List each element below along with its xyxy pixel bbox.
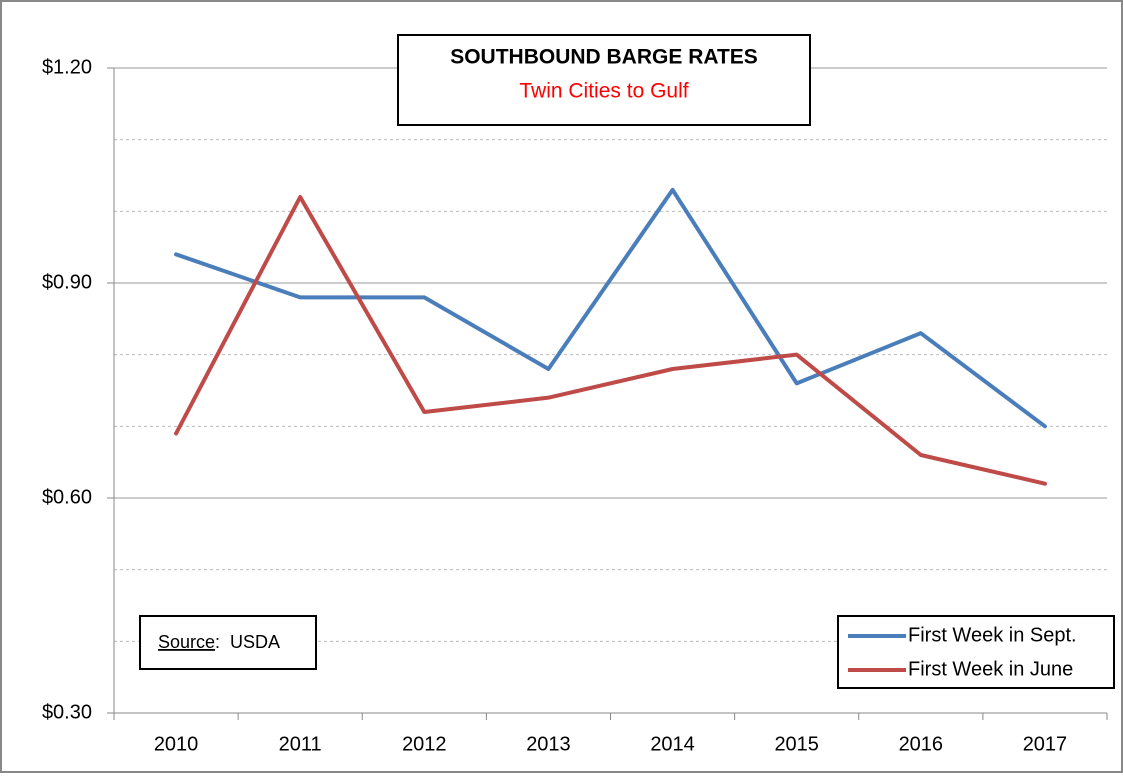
- legend-label: First Week in June: [908, 658, 1073, 680]
- x-tick-label: 2014: [650, 733, 695, 755]
- x-tick-label: 2013: [526, 733, 571, 755]
- source-box: [139, 615, 317, 670]
- y-tick-label: $1.20: [42, 56, 92, 78]
- y-tick-label: $0.60: [42, 486, 92, 508]
- chart-title: SOUTHBOUND BARGE RATES: [450, 46, 758, 69]
- series-line: [174, 187, 1047, 429]
- x-tick-label: 2010: [154, 733, 199, 755]
- title-box: [397, 34, 811, 126]
- x-tick-label: 2011: [279, 733, 322, 755]
- y-tick-label: $0.30: [42, 701, 92, 723]
- x-tick-label: 2015: [774, 733, 819, 755]
- x-tick-label: 2012: [402, 733, 447, 755]
- x-tick-label: 2016: [899, 733, 944, 755]
- source-label: Source: [158, 632, 215, 652]
- source-text: : USDA: [215, 632, 280, 652]
- source-note: Source: USDA: [158, 632, 280, 652]
- series-line: [174, 195, 1047, 486]
- chart-subtitle: Twin Cities to Gulf: [519, 80, 688, 103]
- legend-label: First Week in Sept.: [908, 624, 1077, 646]
- y-tick-label: $0.90: [42, 271, 92, 293]
- legend-box: [837, 615, 1115, 689]
- x-tick-label: 2017: [1023, 733, 1068, 755]
